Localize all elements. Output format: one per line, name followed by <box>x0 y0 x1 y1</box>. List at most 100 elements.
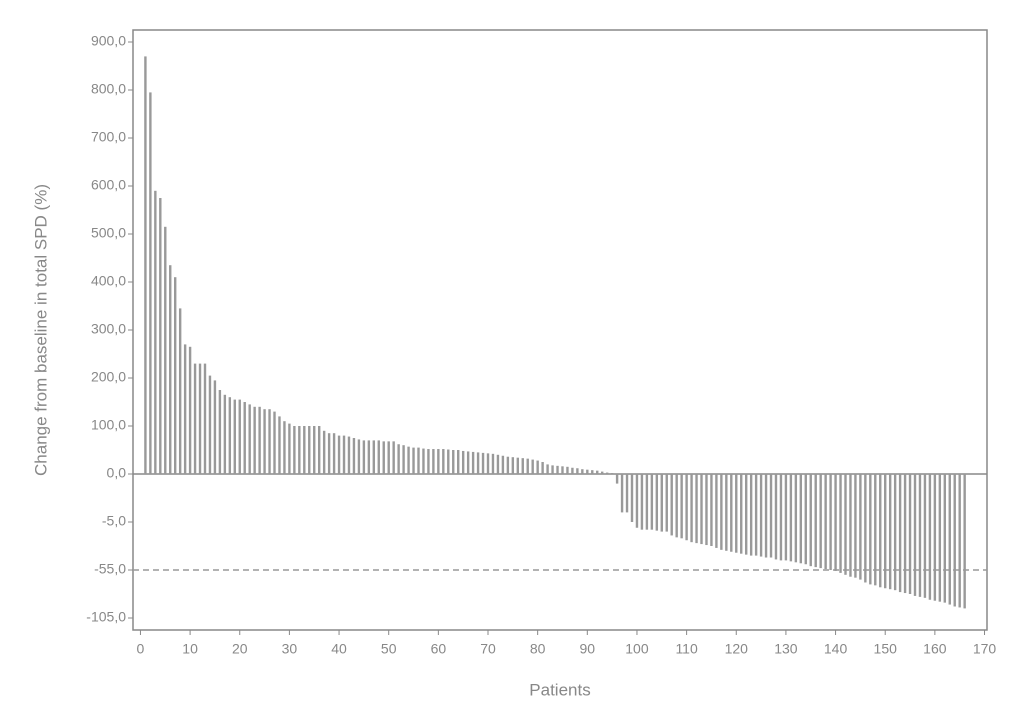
bar <box>223 394 227 474</box>
x-tick-label: 140 <box>824 641 848 657</box>
y-tick-label: -105,0 <box>86 609 126 625</box>
plot-frame <box>132 29 988 631</box>
bar <box>938 474 942 602</box>
bar <box>442 449 445 474</box>
bar <box>362 440 366 474</box>
x-tick-label: 30 <box>282 641 298 657</box>
bar <box>948 474 951 605</box>
bar <box>372 440 376 474</box>
bar <box>576 468 579 474</box>
bar <box>740 474 743 554</box>
bar <box>913 474 917 596</box>
bar <box>342 435 346 474</box>
bar <box>784 474 788 561</box>
bar <box>814 474 817 568</box>
bar <box>546 464 549 474</box>
bar <box>685 474 688 541</box>
bar <box>854 474 857 578</box>
bar <box>620 474 624 513</box>
bar <box>819 474 822 569</box>
bar <box>754 474 758 556</box>
bar <box>322 430 326 474</box>
bar <box>725 474 728 551</box>
bar <box>317 426 321 474</box>
bar <box>174 277 177 474</box>
bar <box>332 433 336 474</box>
bar <box>884 474 887 589</box>
bar <box>243 402 246 474</box>
bar <box>516 457 519 474</box>
bar <box>218 390 222 474</box>
bar <box>670 474 673 536</box>
x-axis-label: Patients <box>529 680 590 699</box>
y-axis-label: Change from baseline in total SPD (%) <box>31 184 50 476</box>
bar <box>288 423 291 474</box>
bar <box>794 474 798 563</box>
bar <box>789 474 793 562</box>
bar <box>650 474 654 530</box>
bar <box>278 416 281 474</box>
y-tick-label: 300,0 <box>91 321 126 337</box>
bar <box>695 474 698 544</box>
bar <box>248 404 251 474</box>
bar <box>640 474 644 530</box>
bar <box>526 458 529 474</box>
bar <box>864 474 867 583</box>
bar <box>879 474 882 588</box>
bar <box>824 474 827 570</box>
bar <box>869 474 872 585</box>
bar <box>799 474 803 564</box>
bar <box>809 474 812 567</box>
bar <box>571 467 574 474</box>
bar <box>610 473 614 474</box>
x-tick-label: 60 <box>431 641 447 657</box>
bar <box>412 447 415 474</box>
x-tick-label: 20 <box>232 641 248 657</box>
bar <box>675 474 678 538</box>
x-tick-label: 40 <box>331 641 347 657</box>
bar <box>700 474 703 545</box>
bar <box>645 474 649 530</box>
y-tick-label: 700,0 <box>91 129 126 145</box>
bar <box>496 454 500 474</box>
bar <box>486 453 490 474</box>
bar <box>308 426 311 474</box>
bar <box>551 465 554 474</box>
bar <box>779 474 783 561</box>
bar <box>481 452 485 474</box>
bar <box>213 380 217 474</box>
bar <box>605 472 609 474</box>
bar <box>193 363 197 474</box>
x-tick-label: 10 <box>182 641 198 657</box>
bar <box>933 474 937 601</box>
bar <box>501 455 505 474</box>
bar <box>690 474 693 543</box>
bar <box>392 441 395 474</box>
bar <box>417 447 420 474</box>
bar <box>541 462 544 474</box>
bar <box>397 444 400 474</box>
bar <box>893 474 897 591</box>
bar <box>432 449 435 474</box>
bar <box>357 439 361 474</box>
x-tick-label: 70 <box>480 641 496 657</box>
y-tick-label: 800,0 <box>91 81 126 97</box>
bar <box>730 474 733 552</box>
x-tick-label: 80 <box>530 641 546 657</box>
bar <box>144 56 147 475</box>
bar <box>253 406 256 474</box>
x-tick-label: 110 <box>675 641 698 657</box>
x-tick-label: 50 <box>381 641 397 657</box>
bar <box>615 474 619 484</box>
bar <box>903 474 907 594</box>
bar <box>834 474 837 571</box>
bar <box>769 474 773 558</box>
bar <box>581 469 584 474</box>
bar <box>888 474 892 590</box>
y-tick-label: 500,0 <box>91 225 126 241</box>
bar <box>476 452 480 474</box>
bar <box>298 426 301 474</box>
bar <box>655 474 659 531</box>
bar <box>273 411 276 474</box>
bar <box>402 445 405 474</box>
